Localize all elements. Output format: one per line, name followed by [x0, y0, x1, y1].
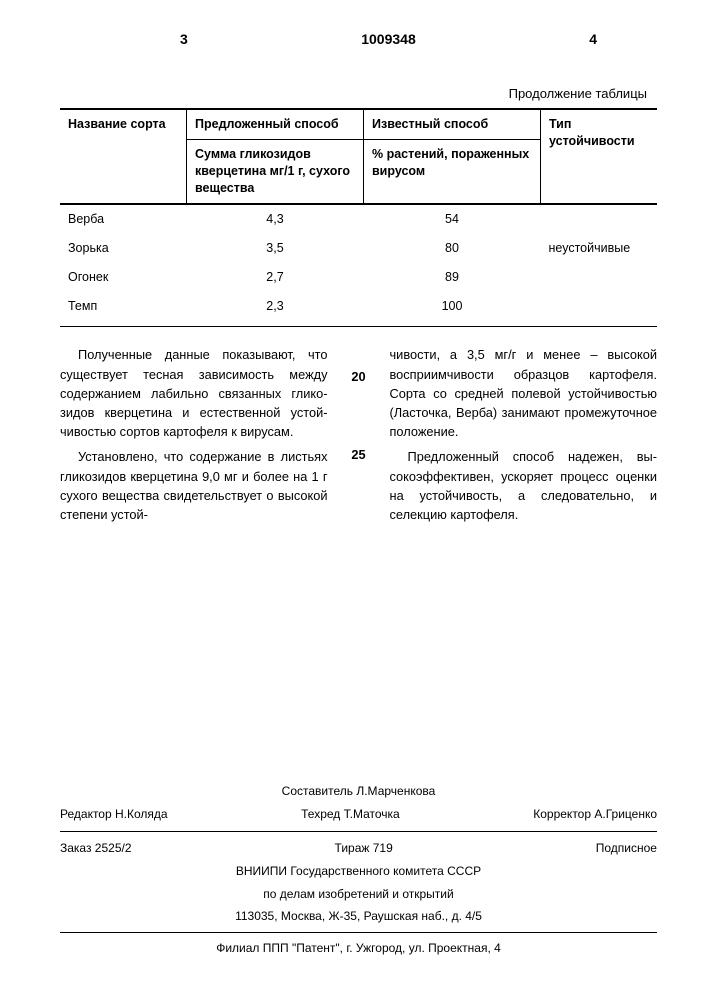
table-row: Темп2,3100: [60, 292, 657, 321]
cell-v1: 2,3: [187, 292, 364, 321]
footer-sostavitel: Составитель Л.Марченкова: [60, 780, 657, 803]
cell-name: Огонек: [60, 263, 187, 292]
cell-v2: 89: [364, 263, 541, 292]
footer-filial: Филиал ППП "Патент", г. Ужгород, ул. Про…: [60, 937, 657, 960]
doc-number: 1009348: [361, 30, 416, 49]
footer-podpisnoe: Подписное: [596, 840, 657, 856]
cell-v1: 3,5: [187, 234, 364, 263]
footer-org2: по делам изобретений и открытий: [60, 883, 657, 906]
line-number-column: 20 25: [350, 345, 368, 524]
page-number-left: 3: [180, 30, 188, 49]
page-header: 3 1009348 4: [60, 30, 657, 49]
data-table: Название сорта Предложенный способ Извес…: [60, 108, 657, 320]
line-num-20: 20: [350, 367, 368, 386]
body-text: Полученные данные показывают, что сущест…: [60, 345, 657, 524]
th-known-sub: % растений, пораженных вирусом: [364, 140, 541, 204]
cell-type: [541, 263, 658, 292]
cell-v1: 2,7: [187, 263, 364, 292]
cell-v1: 4,3: [187, 204, 364, 234]
footer-korrektor: Корректор А.Гриценко: [533, 806, 657, 822]
para-right-2: Предложенный способ надежен, вы­сокоэффе…: [390, 447, 658, 524]
th-known: Известный способ: [364, 109, 541, 139]
cell-name: Зорька: [60, 234, 187, 263]
para-right-1: чивости, а 3,5 мг/г и менее – высокой во…: [390, 345, 658, 441]
footer-org1: ВНИИПИ Государственного комитета СССР: [60, 860, 657, 883]
footer-tehred: Техред Т.Маточка: [301, 806, 400, 822]
right-column: чивости, а 3,5 мг/г и менее – высокой во…: [390, 345, 658, 524]
page-number-right: 4: [589, 30, 597, 49]
line-num-25: 25: [350, 445, 368, 464]
left-column: Полученные данные показывают, что сущест…: [60, 345, 328, 524]
th-proposed-sub: Сумма гликозидов кверцетина мг/1 г, сухо…: [187, 140, 364, 204]
cell-name: Верба: [60, 204, 187, 234]
th-proposed: Предложенный способ: [187, 109, 364, 139]
para-left-1: Полученные данные показывают, что сущест…: [60, 345, 328, 441]
cell-type: [541, 292, 658, 321]
footer-redaktor: Редактор Н.Коляда: [60, 806, 168, 822]
table-row: Зорька3,580неустойчивые: [60, 234, 657, 263]
cell-name: Темп: [60, 292, 187, 321]
footer-block: Составитель Л.Марченкова Редактор Н.Коля…: [60, 780, 657, 960]
table-row: Верба4,354: [60, 204, 657, 234]
table-continuation-label: Продолжение таблицы: [60, 85, 657, 103]
footer-addr1: 113035, Москва, Ж-35, Раушская наб., д. …: [60, 905, 657, 928]
document-page: 3 1009348 4 Продолжение таблицы Название…: [0, 0, 707, 1000]
footer-zakaz: Заказ 2525/2: [60, 840, 132, 856]
cell-v2: 80: [364, 234, 541, 263]
cell-v2: 100: [364, 292, 541, 321]
table-row: Огонек2,789: [60, 263, 657, 292]
th-variety: Название сорта: [60, 109, 187, 204]
cell-v2: 54: [364, 204, 541, 234]
cell-type: неустойчивые: [541, 234, 658, 263]
para-left-2: Установлено, что содержание в ли­стьях г…: [60, 447, 328, 524]
cell-type: [541, 204, 658, 234]
th-type: Тип устойчивости: [541, 109, 658, 204]
footer-tirazh: Тираж 719: [335, 840, 393, 856]
